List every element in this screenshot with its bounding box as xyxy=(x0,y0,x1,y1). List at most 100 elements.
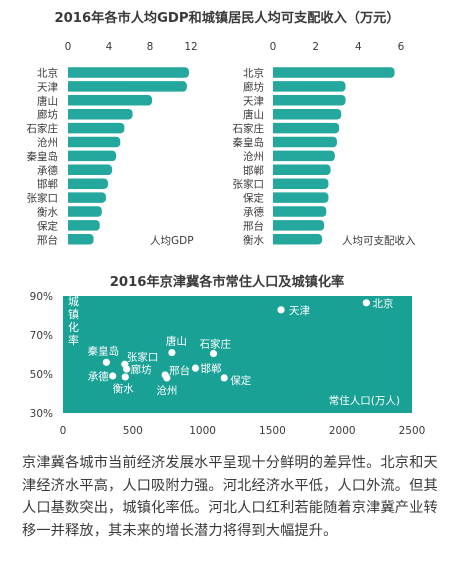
bar2-x-axis: 0 2 4 6 xyxy=(270,41,405,53)
scatter-point-label: 衡水 xyxy=(113,383,134,395)
bar2-legend-label: 人均可支配收入 xyxy=(342,234,416,247)
scatter-point xyxy=(123,365,131,373)
bar1-category-label: 沧州 xyxy=(37,136,58,149)
scatter-point-label: 北京 xyxy=(372,297,393,310)
bar1-category-label: 石家庄 xyxy=(27,122,59,135)
scatter-point-label: 承德 xyxy=(88,370,109,383)
bar1-bar xyxy=(68,122,125,134)
scatter-point xyxy=(362,299,370,307)
scatter-x-tick-label: 2000 xyxy=(329,425,356,437)
bar1-category-label: 天津 xyxy=(37,81,58,93)
bar2-category-label: 廊坊 xyxy=(243,80,264,93)
scatter-y-axis-title: 城镇化率 xyxy=(68,295,79,347)
bar2-x-tick-label: 0 xyxy=(270,41,277,53)
bar2-category-label: 秦皇岛 xyxy=(233,136,265,149)
scatter-y-axis-title-char: 率 xyxy=(68,333,79,347)
scatter-point-label: 廊坊 xyxy=(131,363,152,376)
scatter-x-tick-label: 500 xyxy=(123,425,143,437)
bar2-category-label: 衡水 xyxy=(243,234,264,246)
bar2-category-label: 天津 xyxy=(243,95,264,107)
scatter-point xyxy=(102,358,111,366)
bar1-bar xyxy=(68,164,113,176)
scatter-y-axis: 30% 50% 70% 90% xyxy=(30,291,53,420)
bar2-bars xyxy=(273,67,395,245)
bar1-legend-label: 人均GDP xyxy=(150,235,194,247)
scatter-y-tick-label: 30% xyxy=(30,408,53,420)
scatter-point-label: 张家口 xyxy=(127,350,159,363)
scatter-x-tick-label: 1500 xyxy=(259,425,286,437)
bar2-bar xyxy=(273,67,395,78)
bar2-x-tick-label: 4 xyxy=(355,41,362,53)
scatter-y-axis-title-char: 城 xyxy=(68,295,79,308)
scatter-point xyxy=(121,373,129,381)
bar1-category-label: 唐山 xyxy=(37,94,58,107)
bar2-category-label: 北京 xyxy=(243,67,264,80)
bar1-category-label: 衡水 xyxy=(37,207,58,219)
bar1-category-label: 承德 xyxy=(37,164,58,177)
scatter-point xyxy=(277,306,285,314)
bar1-category-label: 北京 xyxy=(37,67,58,80)
scatter-y-axis-title-char: 化 xyxy=(68,320,79,334)
scatter-point-label: 秦皇岛 xyxy=(88,344,120,357)
bar1-bar xyxy=(68,206,102,217)
scatter-x-axis-title: 常住人口(万人) xyxy=(329,394,400,407)
scatter-point-label: 沧州 xyxy=(156,384,177,397)
bar2-bar xyxy=(273,150,335,162)
bar1-bar xyxy=(68,108,133,120)
scatter-point-label: 石家庄 xyxy=(199,338,231,351)
bar2-category-label: 石家庄 xyxy=(233,122,265,135)
bar2-category-label: 唐山 xyxy=(243,108,264,121)
bar1-bar xyxy=(68,95,153,106)
bar1-x-tick-label: 12 xyxy=(184,41,197,53)
bar1-category-label: 保定 xyxy=(37,219,58,232)
bar2-bar xyxy=(273,136,337,148)
scatter-y-tick-label: 70% xyxy=(30,330,53,342)
bar2-x-tick-label: 2 xyxy=(312,41,319,53)
bar1-bars xyxy=(67,67,189,245)
scatter-point xyxy=(220,374,228,382)
bar2-bar xyxy=(273,234,323,245)
scatter-point-label: 天津 xyxy=(289,305,310,317)
bar1-category-label: 邢台 xyxy=(37,233,58,246)
bar1-bar xyxy=(68,136,121,148)
caption-text: 京津冀各城市当前经济发展水平呈现十分鲜明的差异性。北京和天津经济水平高，人口吸附… xyxy=(22,455,438,539)
bar2-category-label: 邢台 xyxy=(243,219,264,232)
bar2-bar xyxy=(273,108,342,120)
bar1-bar xyxy=(68,220,100,231)
bar2-category-label: 张家口 xyxy=(233,178,265,191)
bar2-bar xyxy=(273,164,331,176)
scatter-x-axis: 0 500 1000 1500 2000 2500 xyxy=(60,425,426,437)
bar1-bar xyxy=(67,81,187,92)
scatter-point-label: 邢台 xyxy=(169,364,190,377)
scatter-x-tick-label: 0 xyxy=(60,425,67,437)
scatter-x-tick-label: 1000 xyxy=(189,425,216,437)
bar1-x-tick-label: 4 xyxy=(106,41,113,53)
bar2-bar xyxy=(273,192,329,203)
scatter-plot-area xyxy=(63,296,412,413)
scatter-point xyxy=(163,374,171,382)
scatter-point xyxy=(191,364,200,372)
bar2-category-label: 承德 xyxy=(243,206,264,219)
bar2-category-label: 沧州 xyxy=(243,150,264,163)
scatter-point-label: 邯郸 xyxy=(200,362,221,375)
scatter-chart: 30% 50% 70% 90% 0 500 1000 1500 2000 2500 北京天津石家… xyxy=(30,291,426,437)
bar1-x-axis: 0 4 8 12 xyxy=(65,41,198,53)
bar2-bar xyxy=(273,220,325,231)
bar1-category-label: 秦皇岛 xyxy=(27,150,59,163)
scatter-y-tick-label: 90% xyxy=(30,291,53,303)
scatter-point xyxy=(209,349,218,358)
bar1-bar xyxy=(68,192,106,203)
scatter-point xyxy=(168,348,176,357)
scatter-point-label: 唐山 xyxy=(166,335,187,348)
scatter-point-label: 保定 xyxy=(230,374,251,387)
bar1-bar xyxy=(68,178,108,189)
bar1-category-label: 邯郸 xyxy=(37,178,58,191)
bar1-x-tick-label: 0 xyxy=(65,41,72,53)
bar2-bar xyxy=(273,206,327,217)
bar2-bar xyxy=(273,81,346,92)
